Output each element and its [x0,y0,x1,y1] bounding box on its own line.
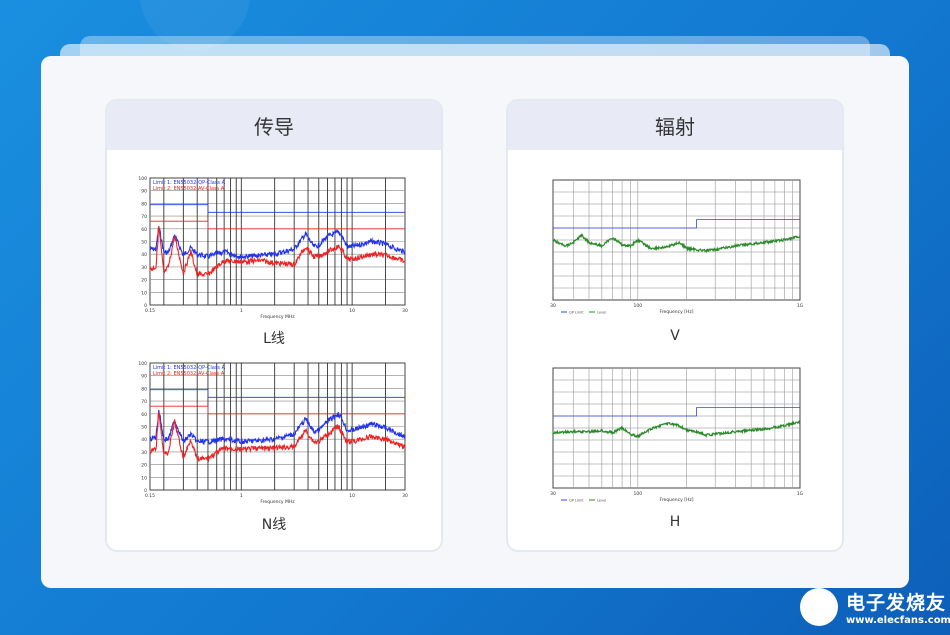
y-tick-label: 60 [141,412,147,418]
chart-h: 30 100 1G Frequency [Hz] QP Limit Level [550,367,804,503]
series-line [149,411,406,463]
y-tick-label: 10 [141,475,147,481]
y-tick-label: 80 [141,386,147,392]
series-line [150,220,405,230]
panel-title: 传导 [107,101,441,150]
series-line [552,420,801,439]
x-tick-label: 10 [349,308,355,314]
x-tick-label: 1G [797,303,804,309]
y-tick-label: 100 [138,361,147,367]
logo-icon [800,588,838,626]
x-tick-label: 100 [634,491,643,497]
y-tick-label: 10 [141,290,147,296]
series-line [149,226,406,261]
chart-label-v: V [670,328,680,344]
y-tick-label: 90 [141,374,147,380]
legend-entry: QP Limit [569,311,584,315]
x-axis-label: Frequency [Hz] [660,497,694,503]
x-axis-label: Frequency [Hz] [660,309,694,315]
y-tick-label: 30 [141,265,147,271]
x-tick-label: 30 [550,491,556,497]
y-tick-label: 0 [144,303,147,309]
x-tick-label: 30 [402,308,408,314]
y-tick-label: 20 [141,463,147,469]
panel-title: 辐射 [508,101,842,150]
series-line [552,233,801,254]
x-tick-label: 30 [402,493,408,499]
y-tick-label: 0 [144,488,147,494]
y-tick-label: 30 [141,450,147,456]
chart-label-h: H [669,514,681,530]
y-tick-label: 80 [141,201,147,207]
x-tick-label: 0.15 [145,493,155,499]
legend-entry: Limit 2: EN55032-AV-Class A [153,186,225,192]
x-axis-label: Frequency MHz [260,499,295,505]
legend-entry: QP Limit [569,499,584,503]
y-tick-label: 50 [141,240,147,246]
x-tick-label: 100 [634,303,643,309]
series-line [150,389,405,398]
y-tick-label: 40 [141,252,147,258]
legend-entry: Limit 1: EN55032-QP-Class A [153,180,226,186]
x-axis-label: Frequency MHz [260,314,295,320]
logo: 电子发烧友 www.elecfans.com [800,588,950,626]
x-tick-label: 30 [550,303,556,309]
x-tick-label: 1 [240,493,243,499]
chart-label-l: L线 [263,331,285,347]
y-tick-label: 60 [141,227,147,233]
chart-n-line: 0 10 20 30 40 50 60 70 80 90 100 0.15 1 10 30 Frequency… [138,361,408,505]
series-line [553,219,800,229]
y-tick-label: 70 [141,399,147,405]
chart-l-line: 0 10 20 30 40 50 60 70 80 90 100 0.15 1 10 30 Frequency… [138,176,408,320]
series-line [150,405,405,415]
y-tick-label: 90 [141,189,147,195]
series-line [150,204,405,213]
y-tick-label: 100 [138,176,147,182]
x-tick-label: 0.15 [145,308,155,314]
legend-entry: Level [597,499,606,503]
y-tick-label: 20 [141,278,147,284]
legend-entry: Limit 1: EN55032-QP-Class A [153,365,226,371]
y-tick-label: 40 [141,437,147,443]
y-tick-label: 50 [141,425,147,431]
legend-entry: Limit 2: EN55032-AV-Class A [153,371,225,377]
series-line [553,407,800,417]
logo-url: www.elecfans.com [846,615,950,626]
x-tick-label: 1 [240,308,243,314]
series-line [149,226,406,278]
x-tick-label: 10 [349,493,355,499]
legend-entry: Level [597,311,606,315]
logo-name: 电子发烧友 [846,592,947,614]
x-tick-label: 1G [797,491,804,497]
y-tick-label: 70 [141,214,147,220]
chart-v: 30 100 1G Frequency [Hz] QP Limit Level [550,179,804,315]
series-line [149,409,406,446]
chart-label-n: N线 [261,517,287,533]
